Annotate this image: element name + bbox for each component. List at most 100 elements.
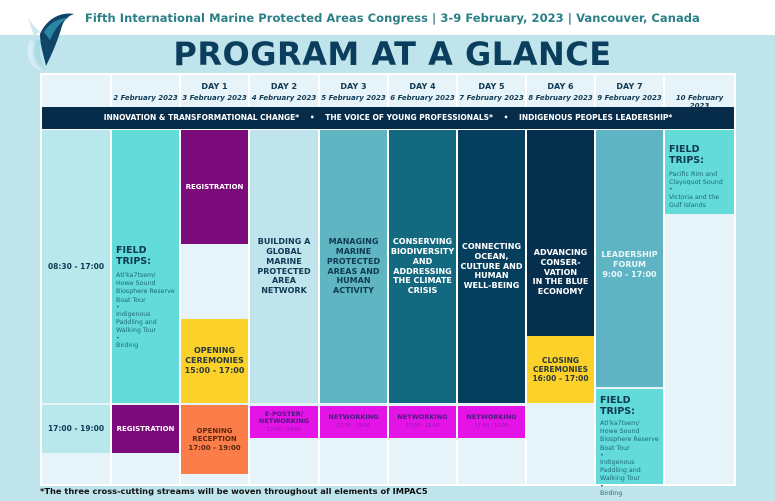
theme-line: BUILDING A xyxy=(257,237,311,247)
theme-line: AND xyxy=(412,256,433,266)
event-title: CEREMONIES xyxy=(533,364,588,374)
day5-theme: CONNECTING OCEAN, CULTURE AND HUMAN WELL… xyxy=(458,130,525,403)
theme-line: CONSER- xyxy=(540,257,581,267)
theme-line: AREAS AND xyxy=(327,266,380,276)
day7-leadership-forum: LEADERSHIP FORUM 9:00 - 17:00 xyxy=(596,130,663,387)
day-label: DAY 7 xyxy=(616,82,643,91)
theme-line: WELL-BEING xyxy=(463,281,520,291)
event-title: E-POSTER/ xyxy=(264,409,304,418)
field-trip-item: Birding xyxy=(116,341,139,349)
bullet-separator: • xyxy=(503,113,509,122)
stream-indigenous-leadership: INDIGENOUS PEOPLES LEADERSHIP* xyxy=(519,113,673,122)
header-cell-day5: DAY 5 7 February 2023 xyxy=(458,75,525,107)
theme-line: GLOBAL xyxy=(266,247,302,256)
field-trip-item: Indigenous Paddling and Walking Tour xyxy=(116,310,157,335)
time-slot-day: 08:30 - 17:00 xyxy=(42,130,110,403)
field-trips-heading: FIELD TRIPS: xyxy=(600,395,635,417)
day-label: DAY 3 xyxy=(340,82,367,91)
header-cell-feb10: 10 February 2023 xyxy=(665,75,734,110)
theme-line: AREA xyxy=(271,276,296,286)
theme-line: ADVANCING xyxy=(533,248,588,257)
theme-line: HUMAN xyxy=(336,276,371,286)
event-time: 17:00 - 19:00 xyxy=(405,423,440,430)
day3-networking: NETWORKING 17:00 - 19:00 xyxy=(320,406,387,438)
header-cell-time xyxy=(42,75,110,107)
event-title: RECEPTION xyxy=(192,435,237,444)
theme-line: CRISIS xyxy=(407,286,438,295)
day1-opening-reception: OPENING RECEPTION 17:00 - 19:00 xyxy=(181,405,248,474)
event-title: OPENING xyxy=(196,426,233,435)
day6-closing-ceremonies: CLOSING CEREMONIES 16:00 - 17:00 xyxy=(527,336,594,403)
header-cell-day3: DAY 3 5 February 2023 xyxy=(320,75,387,107)
feb10-field-trips: FIELD TRIPS: Pacific Rim and Clayoquot S… xyxy=(665,130,734,214)
congress-line: Fifth International Marine Protected Are… xyxy=(85,11,700,25)
theme-line: IN THE BLUE xyxy=(532,277,589,287)
day4-networking: NETWORKING 17:00 - 19:00 xyxy=(389,406,456,438)
event-time: 17:00 - 19:00 xyxy=(188,443,241,452)
theme-line: ECONOMY xyxy=(537,287,584,296)
date-label: 9 February 2023 xyxy=(597,94,662,102)
day2-eposter-networking: E-POSTER/ NETWORKING 17:00 - 19:00 xyxy=(250,406,318,438)
theme-line: BIODIVERSITY xyxy=(390,247,455,256)
day-label xyxy=(112,82,179,92)
time-slot-evening: 17:00 - 19:00 xyxy=(42,405,110,453)
theme-line: CONSERVING xyxy=(392,237,453,247)
event-title: FORUM xyxy=(613,259,646,269)
event-title: REGISTRATION xyxy=(185,182,244,191)
field-trip-item: Atl'ka7tsem/ Howe Sound Biosphere Reserv… xyxy=(600,420,659,452)
theme-line: CULTURE AND xyxy=(460,261,523,271)
event-title: LEADERSHIP xyxy=(601,250,658,259)
page-title: PROGRAM AT A GLANCE xyxy=(173,35,612,73)
event-time: 9:00 - 17:00 xyxy=(602,269,657,279)
schedule-grid: 2 February 2023 DAY 1 3 February 2023 DA… xyxy=(40,73,736,497)
event-title: NETWORKING xyxy=(258,417,310,426)
time-label: 08:30 - 17:00 xyxy=(47,261,105,271)
field-trip-item: Atl'ka7tsem/ Howe Sound Biosphere Reserv… xyxy=(116,272,175,304)
theme-line: PROTECTED xyxy=(326,256,381,266)
day-label: DAY 1 xyxy=(201,82,228,91)
field-trip-item: Pacific Rim and Clayoquot Sound xyxy=(669,171,723,187)
header-cell-day1: DAY 1 3 February 2023 xyxy=(181,75,248,107)
event-time: 17:00 - 19:00 xyxy=(474,423,509,430)
event-time: 17:00 - 19:00 xyxy=(267,427,301,434)
event-time: 16:00 - 17:00 xyxy=(532,374,589,384)
date-label: 2 February 2023 xyxy=(113,94,178,102)
date-label: 7 February 2023 xyxy=(459,94,524,102)
event-time: 15:00 - 17:00 xyxy=(184,365,245,375)
day-label xyxy=(665,82,734,92)
footnote: *The three cross-cutting streams will be… xyxy=(40,486,428,496)
day-label: DAY 2 xyxy=(270,82,298,91)
header-cell-day7: DAY 7 9 February 2023 xyxy=(596,75,663,107)
day3-theme: MANAGING MARINE PROTECTED AREAS AND HUMA… xyxy=(320,130,387,403)
bullet: • xyxy=(116,334,120,342)
day-label: DAY 6 xyxy=(547,82,574,91)
bullet-separator: • xyxy=(309,113,315,122)
bullet: • xyxy=(669,186,673,194)
field-trip-item: Victoria and the Gulf Islands xyxy=(669,193,720,209)
event-title: NETWORKING xyxy=(466,413,517,422)
event-title: OPENING xyxy=(193,346,236,356)
stream-young-professionals: THE VOICE OF YOUNG PROFESSIONALS* xyxy=(325,113,493,122)
header-cell-day4: DAY 4 6 February 2023 xyxy=(389,75,456,107)
event-title: NETWORKING xyxy=(397,413,448,422)
theme-line: NETWORK xyxy=(261,286,307,295)
bullet: • xyxy=(600,451,604,459)
day5-networking: NETWORKING 17:00 - 19:00 xyxy=(458,406,525,438)
day1-registration: REGISTRATION xyxy=(181,130,248,244)
day4-theme: CONSERVING BIODIVERSITY AND ADDRESSING T… xyxy=(389,130,456,403)
day1-opening-ceremonies: OPENING CEREMONIES 15:00 - 17:00 xyxy=(181,319,248,403)
day-label: DAY 4 xyxy=(409,82,436,91)
theme-line: THE CLIMATE xyxy=(393,276,452,286)
theme-line: ACTIVITY xyxy=(333,286,374,295)
theme-line: MARINE xyxy=(266,256,302,266)
day2-theme: BUILDING A GLOBAL MARINE PROTECTED AREA … xyxy=(250,130,318,403)
bullet: • xyxy=(116,303,120,311)
theme-line: MARINE xyxy=(335,247,372,256)
top-banner xyxy=(0,0,775,35)
date-label: 5 February 2023 xyxy=(321,94,386,102)
date-label: 8 February 2023 xyxy=(528,94,593,102)
field-trip-item: Indigenous Paddling and Walking Tour xyxy=(600,458,641,483)
time-label: 17:00 - 19:00 xyxy=(47,424,105,434)
theme-line: VATION xyxy=(543,267,578,277)
theme-line: HUMAN xyxy=(474,271,509,281)
